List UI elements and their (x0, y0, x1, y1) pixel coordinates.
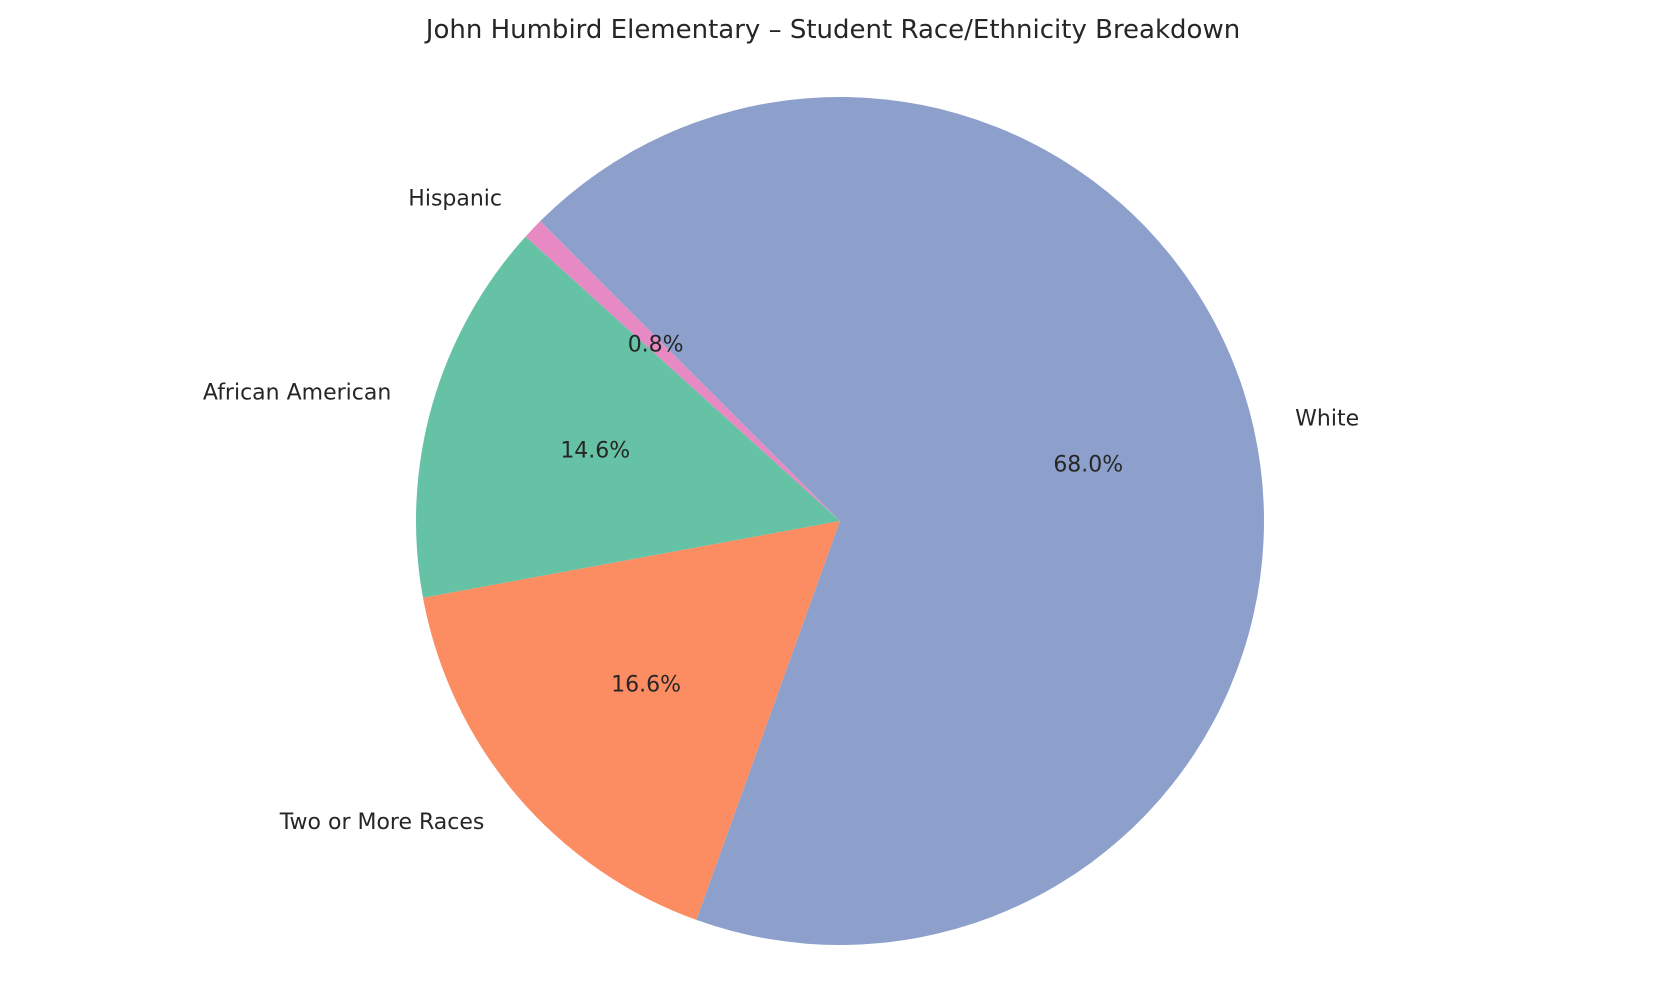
slice-label-white: White (1295, 406, 1359, 431)
pie-slice-two-or-more-races (423, 521, 840, 920)
pie-slice-white (540, 97, 1264, 946)
pie-slices (415, 97, 1264, 946)
slice-label-hispanic: Hispanic (408, 187, 502, 212)
pie-slice-hispanic (525, 221, 840, 522)
chart-title: John Humbird Elementary – Student Race/E… (424, 15, 1240, 45)
pie-slice-african-american (415, 236, 840, 598)
slice-label-two-or-more-races: Two or More Races (279, 810, 485, 835)
pct-label-hispanic: 0.8% (628, 333, 684, 358)
pct-label-white: 68.0% (1053, 453, 1123, 478)
pie-labels: Hispanic 0.8% African American 14.6% Two or … (203, 187, 1359, 835)
pct-label-african-american: 14.6% (560, 439, 630, 464)
slice-label-african-american: African American (203, 381, 391, 406)
pct-label-two-or-more-races: 16.6% (611, 673, 681, 698)
